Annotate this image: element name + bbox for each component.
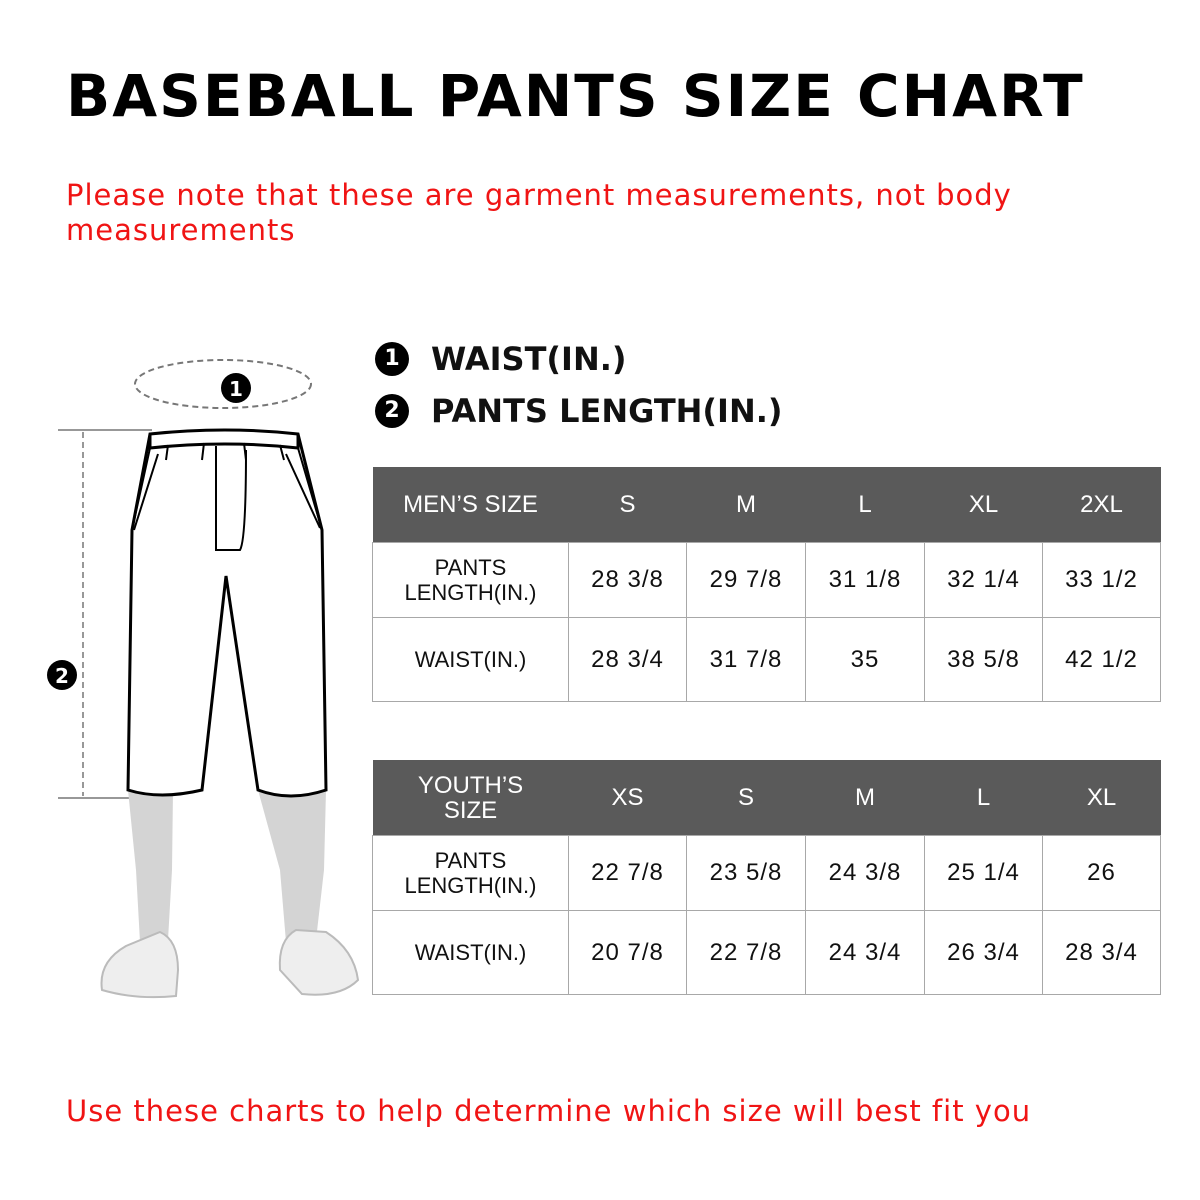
table-cell: 29 7/8 bbox=[686, 542, 806, 618]
fly bbox=[215, 446, 247, 551]
row-label: PANTS LENGTH(IN.) bbox=[372, 835, 569, 911]
pants-outline bbox=[126, 428, 328, 798]
row-label: WAIST(IN.) bbox=[372, 910, 569, 995]
size-header: S bbox=[568, 467, 687, 543]
table-cell: 32 1/4 bbox=[924, 542, 1043, 618]
size-header: S bbox=[686, 760, 806, 836]
table-row: PANTS LENGTH(IN.) 28 3/8 29 7/8 31 1/8 3… bbox=[372, 542, 1161, 618]
belt-loop bbox=[279, 444, 285, 461]
row-label: WAIST(IN.) bbox=[372, 617, 569, 702]
left-sock bbox=[128, 790, 173, 942]
table-cell: 24 3/8 bbox=[805, 835, 925, 911]
youth-size-table: YOUTH’S SIZE XS S M L XL PANTS LENGTH(IN… bbox=[372, 760, 1161, 995]
table-header-row: MEN’S SIZE S M L XL 2XL bbox=[372, 467, 1161, 543]
table-cell: 26 3/4 bbox=[924, 910, 1043, 995]
table-row: WAIST(IN.) 28 3/4 31 7/8 35 38 5/8 42 1/… bbox=[372, 617, 1161, 702]
size-header: XL bbox=[924, 467, 1043, 543]
table-cell: 22 7/8 bbox=[686, 910, 806, 995]
number-1-icon: 1 bbox=[375, 342, 409, 376]
legend-pants-length: 2 PANTS LENGTH(IN.) bbox=[375, 392, 783, 430]
table-cell: 33 1/2 bbox=[1042, 542, 1161, 618]
waist-marker-number: 1 bbox=[229, 377, 243, 401]
table-cell: 22 7/8 bbox=[568, 835, 687, 911]
size-header: L bbox=[805, 467, 925, 543]
size-header: M bbox=[805, 760, 925, 836]
table-cell: 23 5/8 bbox=[686, 835, 806, 911]
table-cell: 38 5/8 bbox=[924, 617, 1043, 702]
length-marker-number: 2 bbox=[55, 664, 69, 688]
waistband bbox=[148, 434, 300, 450]
page-title: BASEBALL PANTS SIZE CHART bbox=[66, 62, 1085, 130]
table-cell: 24 3/4 bbox=[805, 910, 925, 995]
table-cell: 35 bbox=[805, 617, 925, 702]
belt-loop bbox=[165, 444, 169, 461]
table-cell: 20 7/8 bbox=[568, 910, 687, 995]
table-header-row: YOUTH’S SIZE XS S M L XL bbox=[372, 760, 1161, 836]
waist-measure-ellipse bbox=[134, 359, 312, 409]
table-row: PANTS LENGTH(IN.) 22 7/8 23 5/8 24 3/8 2… bbox=[372, 835, 1161, 911]
youth-size-header: YOUTH’S SIZE bbox=[372, 760, 569, 836]
waist-marker-icon bbox=[221, 373, 251, 403]
mens-size-table: MEN’S SIZE S M L XL 2XL PANTS LENGTH(IN.… bbox=[372, 467, 1161, 702]
table-row: WAIST(IN.) 20 7/8 22 7/8 24 3/4 26 3/4 2… bbox=[372, 910, 1161, 995]
legend-waist: 1 WAIST(IN.) bbox=[375, 340, 627, 378]
number-2-icon: 2 bbox=[375, 394, 409, 428]
legend-label: PANTS LENGTH(IN.) bbox=[431, 392, 783, 430]
table-cell: 31 7/8 bbox=[686, 617, 806, 702]
pockets bbox=[133, 453, 321, 531]
table-cell: 31 1/8 bbox=[805, 542, 925, 618]
table-cell: 28 3/4 bbox=[1042, 910, 1161, 995]
size-header: XS bbox=[568, 760, 687, 836]
table-cell: 42 1/2 bbox=[1042, 617, 1161, 702]
hip-seams bbox=[131, 447, 323, 531]
table-cell: 28 3/4 bbox=[568, 617, 687, 702]
belt-loop bbox=[201, 442, 205, 461]
size-header: XL bbox=[1042, 760, 1161, 836]
fit-guidance-note: Use these charts to help determine which… bbox=[66, 1094, 1032, 1128]
legend-label: WAIST(IN.) bbox=[431, 340, 627, 378]
table-cell: 25 1/4 bbox=[924, 835, 1043, 911]
table-cell: 28 3/8 bbox=[568, 542, 687, 618]
row-label: PANTS LENGTH(IN.) bbox=[372, 542, 569, 618]
length-marker-icon bbox=[47, 660, 77, 690]
table-cell: 26 bbox=[1042, 835, 1161, 911]
right-sock bbox=[258, 790, 326, 942]
left-shoe bbox=[100, 930, 180, 999]
mens-size-header: MEN’S SIZE bbox=[372, 467, 569, 543]
pants-illustration: 1 2 bbox=[47, 359, 360, 999]
right-shoe bbox=[278, 928, 360, 996]
size-header: 2XL bbox=[1042, 467, 1161, 543]
size-header: L bbox=[924, 760, 1043, 836]
garment-measurement-note: Please note that these are garment measu… bbox=[66, 178, 1012, 247]
belt-loop bbox=[243, 442, 247, 461]
size-header: M bbox=[686, 467, 806, 543]
